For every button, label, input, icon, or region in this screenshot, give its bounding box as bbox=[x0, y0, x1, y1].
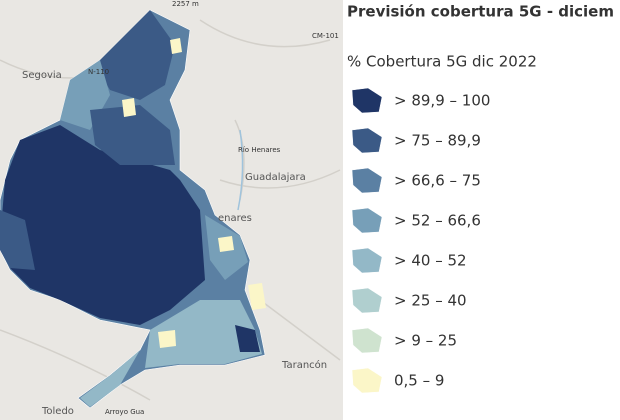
legend-swatch bbox=[351, 167, 383, 194]
region-patch bbox=[218, 236, 234, 252]
map-label: Toledo bbox=[41, 406, 74, 417]
region-patch bbox=[90, 105, 175, 165]
legend-label: > 75 – 89,9 bbox=[394, 132, 481, 150]
region-patch bbox=[248, 283, 266, 310]
map-label: CM-101 bbox=[312, 32, 339, 40]
region-patch bbox=[0, 125, 205, 325]
region-patch bbox=[235, 325, 260, 352]
region-patch bbox=[122, 98, 136, 117]
region-patch bbox=[170, 38, 182, 54]
legend-swatch bbox=[351, 287, 383, 314]
legend-swatch bbox=[351, 87, 383, 114]
legend-label: > 89,9 – 100 bbox=[394, 92, 490, 110]
map-label: enares bbox=[218, 213, 252, 224]
basemap-roads bbox=[0, 19, 341, 401]
map-label: Arroyo Gua bbox=[105, 408, 144, 416]
legend-label: 0,5 – 9 bbox=[394, 372, 444, 390]
legend-swatch bbox=[351, 207, 383, 234]
legend-title: % Cobertura 5G dic 2022 bbox=[347, 53, 537, 71]
map-label: Segovia bbox=[22, 70, 62, 81]
region-patch bbox=[95, 10, 175, 100]
legend-label: > 52 – 66,6 bbox=[394, 212, 481, 230]
map-label: 2257 m bbox=[172, 0, 199, 8]
title: Previsión cobertura 5G - diciem bbox=[347, 3, 614, 21]
region-patch bbox=[158, 330, 176, 348]
region-patch bbox=[80, 350, 140, 407]
legend-label: > 40 – 52 bbox=[394, 252, 467, 270]
map-label: N-110 bbox=[88, 68, 109, 76]
map-label: Río Henares bbox=[238, 146, 281, 154]
legend-swatch bbox=[351, 327, 383, 354]
legend-swatch bbox=[351, 127, 383, 154]
legend-panel bbox=[343, 0, 620, 420]
legend-label: > 9 – 25 bbox=[394, 332, 457, 350]
legend-label: > 25 – 40 bbox=[394, 292, 467, 310]
map-label: Guadalajara bbox=[245, 172, 306, 183]
region-patch bbox=[145, 300, 262, 368]
map-label: Tarancón bbox=[281, 359, 327, 371]
legend-label: > 66,6 – 75 bbox=[394, 172, 481, 190]
region-patch bbox=[0, 210, 35, 270]
legend-swatch bbox=[351, 367, 383, 394]
river bbox=[237, 129, 244, 211]
legend-swatch bbox=[351, 247, 383, 274]
